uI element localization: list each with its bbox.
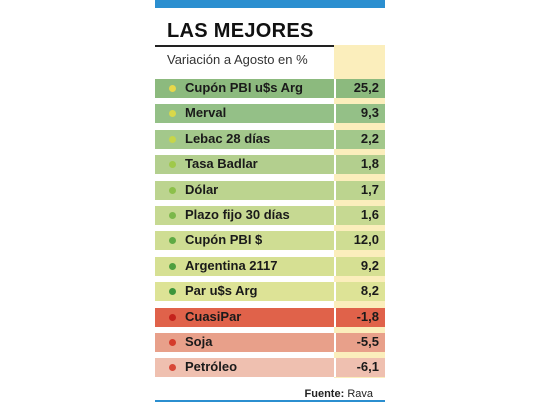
row-value: 8,2 (360, 283, 379, 299)
row-label: Lebac 28 días (185, 130, 271, 146)
row-value: 9,2 (360, 257, 379, 273)
table-row: Soja -5,5 (155, 333, 385, 352)
column-separator (334, 79, 336, 98)
table-row: CuasiPar -1,8 (155, 307, 385, 327)
row-value: 1,6 (360, 207, 379, 222)
column-separator (334, 180, 336, 200)
table-row: Par u$s Arg 8,2 (155, 282, 385, 302)
table-row: Petróleo -6,1 (155, 358, 385, 378)
table-row: Plazo fijo 30 días 1,6 (155, 206, 385, 225)
bullet-dot-icon (169, 237, 176, 245)
row-label: CuasiPar (185, 308, 242, 324)
column-separator (334, 155, 336, 175)
row-label: Soja (185, 334, 213, 349)
row-background (155, 180, 385, 200)
table-row: Merval 9,3 (155, 104, 385, 124)
column-separator (334, 307, 336, 327)
row-background (155, 282, 385, 302)
row-value: -1,8 (356, 308, 379, 324)
column-separator (334, 333, 336, 352)
row-background (155, 129, 385, 149)
table-row: Tasa Badlar 1,8 (155, 155, 385, 175)
bullet-dot-icon (169, 135, 176, 143)
bullet-dot-icon (169, 288, 176, 296)
column-separator (334, 358, 336, 378)
bullet-dot-icon (169, 161, 176, 169)
row-value: -5,5 (356, 334, 379, 349)
row-value: 12,0 (353, 232, 379, 248)
bottom-accent-bar (155, 400, 385, 402)
table-row: Cupón PBI $ 12,0 (155, 231, 385, 251)
column-separator (334, 129, 336, 149)
bullet-dot-icon (169, 313, 176, 321)
row-background (155, 333, 385, 352)
table-row: Cupón PBI u$s Arg 25,2 (155, 79, 385, 98)
row-label: Plazo fijo 30 días (185, 207, 290, 222)
row-label: Cupón PBI u$s Arg (185, 80, 303, 95)
top-accent-bar (155, 0, 385, 8)
column-separator (334, 231, 336, 251)
row-background (155, 155, 385, 175)
bullet-dot-icon (169, 262, 176, 270)
row-label: Argentina 2117 (185, 257, 278, 273)
row-background (155, 231, 385, 251)
row-value: 1,8 (360, 156, 379, 172)
bullet-dot-icon (169, 364, 176, 372)
bullet-dot-icon (169, 85, 176, 92)
source-value: Rava (347, 388, 373, 400)
row-value: 9,3 (360, 105, 379, 121)
column-separator (334, 206, 336, 225)
row-value: 25,2 (353, 80, 379, 95)
column-separator (334, 282, 336, 302)
chart-subtitle: Variación a Agosto en % (167, 52, 308, 67)
row-label: Tasa Badlar (185, 156, 258, 172)
ranking-panel: LAS MEJORES Variación a Agosto en % Cupó… (155, 0, 385, 405)
row-background (155, 104, 385, 124)
source-note: Fuente: Rava (305, 388, 373, 400)
row-label: Petróleo (185, 359, 238, 375)
row-background (155, 79, 385, 98)
table-row: Lebac 28 días 2,2 (155, 129, 385, 149)
row-value: 2,2 (360, 130, 379, 146)
source-label: Fuente: (304, 388, 345, 400)
row-background (155, 256, 385, 276)
table-row: Dólar 1,7 (155, 180, 385, 200)
row-label: Merval (185, 105, 227, 121)
title-rule (155, 45, 385, 47)
row-label: Dólar (185, 181, 219, 197)
row-value: -6,1 (356, 359, 379, 375)
row-label: Cupón PBI $ (185, 232, 263, 248)
row-background (155, 307, 385, 327)
bullet-dot-icon (169, 110, 176, 118)
chart-title: LAS MEJORES (167, 20, 314, 42)
table-row: Argentina 2117 9,2 (155, 256, 385, 276)
row-background (155, 206, 385, 225)
bullet-dot-icon (169, 339, 176, 346)
column-separator (334, 256, 336, 276)
row-value: 1,7 (360, 181, 379, 197)
column-separator (334, 104, 336, 124)
bullet-dot-icon (169, 212, 176, 219)
bullet-dot-icon (169, 186, 176, 194)
row-label: Par u$s Arg (185, 283, 258, 299)
row-background (155, 358, 385, 378)
